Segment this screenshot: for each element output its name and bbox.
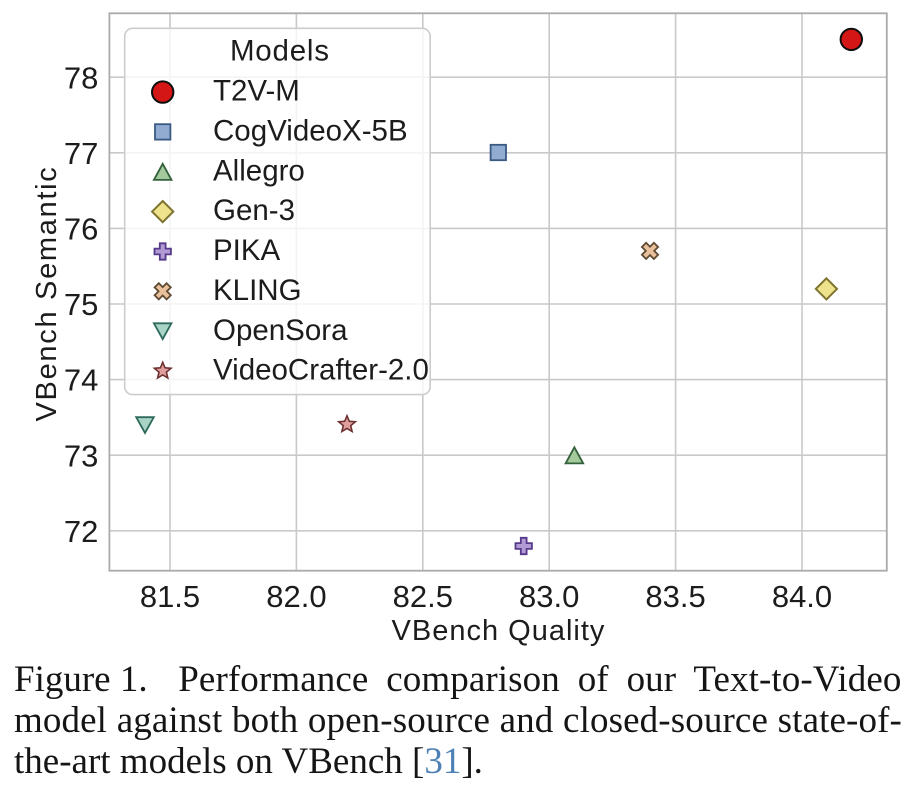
svg-text:Models: Models (230, 34, 330, 67)
svg-text:73: 73 (64, 438, 98, 473)
svg-text:81.5: 81.5 (140, 579, 200, 614)
svg-text:83.0: 83.0 (519, 579, 579, 614)
svg-text:72: 72 (64, 514, 98, 549)
svg-text:T2V-M: T2V-M (213, 75, 300, 108)
svg-text:74: 74 (64, 363, 98, 398)
svg-text:VBench Semantic: VBench Semantic (31, 165, 63, 421)
svg-text:82.0: 82.0 (266, 579, 326, 614)
svg-text:77: 77 (64, 136, 98, 171)
svg-text:82.5: 82.5 (393, 579, 453, 614)
svg-text:Allegro: Allegro (213, 154, 305, 187)
svg-text:78: 78 (64, 60, 98, 95)
svg-text:75: 75 (64, 287, 98, 322)
svg-text:PIKA: PIKA (213, 234, 281, 267)
svg-text:84.0: 84.0 (772, 579, 832, 614)
svg-text:83.5: 83.5 (645, 579, 705, 614)
svg-text:KLING: KLING (213, 274, 302, 307)
svg-text:CogVideoX-5B: CogVideoX-5B (213, 115, 408, 148)
svg-text:VBench Quality: VBench Quality (392, 615, 606, 647)
svg-text:Gen-3: Gen-3 (213, 194, 295, 227)
svg-text:OpenSora: OpenSora (213, 314, 348, 347)
svg-text:76: 76 (64, 212, 98, 247)
svg-text:VideoCrafter-2.0: VideoCrafter-2.0 (213, 354, 429, 387)
